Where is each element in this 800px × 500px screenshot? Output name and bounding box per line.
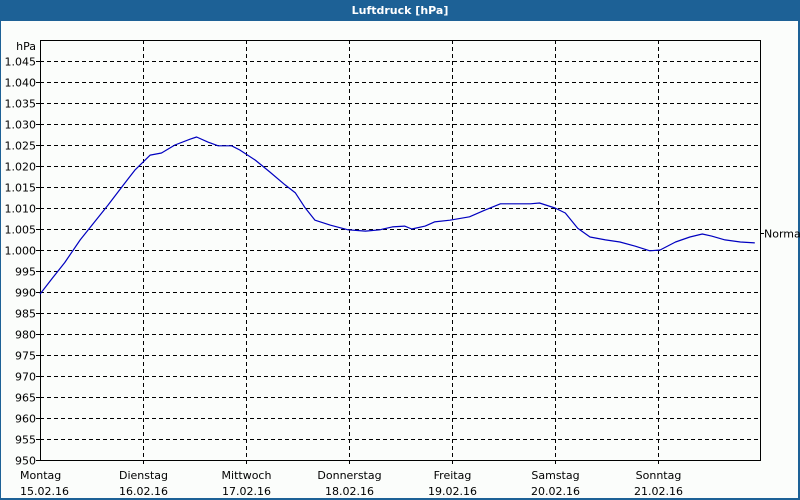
x-day-label: Samstag [531, 469, 579, 482]
x-date-label: 15.02.16 [20, 485, 69, 498]
x-day-label: Montag [20, 469, 61, 482]
y-tick-label: 995 [15, 266, 36, 279]
x-day-label: Dienstag [119, 469, 168, 482]
pressure-series-line [39, 136, 755, 295]
x-day-label: Mittwoch [222, 469, 272, 482]
plot-frame [40, 40, 761, 461]
x-date-label: 18.02.16 [325, 485, 374, 498]
y-tick-label: 1.000 [5, 245, 37, 258]
y-tick-label: 985 [15, 308, 36, 321]
y-tick-label: 1.010 [5, 203, 37, 216]
x-date-label: 16.02.16 [119, 485, 168, 498]
y-tick-label: 970 [15, 371, 36, 384]
x-day-label: Sonntag [636, 469, 682, 482]
y-tick-label: 1.040 [5, 77, 37, 90]
x-date-label: 20.02.16 [531, 485, 580, 498]
y-tick-label: 1.020 [5, 161, 37, 174]
normal-marker-label: Normal [764, 228, 800, 241]
y-tick-label: 965 [15, 392, 36, 405]
y-tick-label: 990 [15, 287, 36, 300]
y-tick-label: 955 [15, 434, 36, 447]
x-date-label: 17.02.16 [222, 485, 271, 498]
y-tick-label: 1.025 [5, 140, 37, 153]
y-tick-label: 950 [15, 455, 36, 468]
y-tick-label: 1.035 [5, 98, 37, 111]
y-tick-label: 975 [15, 350, 36, 363]
x-day-label: Donnerstag [317, 469, 381, 482]
y-tick-label: 1.045 [5, 56, 37, 69]
y-tick-label: 1.005 [5, 224, 37, 237]
x-day-label: Freitag [434, 469, 472, 482]
y-tick-label: 1.015 [5, 182, 37, 195]
y-axis-unit-label: hPa [16, 40, 36, 53]
x-date-label: 19.02.16 [428, 485, 477, 498]
y-tick-label: 960 [15, 413, 36, 426]
chart-title: Luftdruck [hPa] [351, 4, 449, 17]
x-date-label: 21.02.16 [634, 485, 683, 498]
y-tick-label: 1.030 [5, 119, 37, 132]
y-tick-label: 980 [15, 329, 36, 342]
